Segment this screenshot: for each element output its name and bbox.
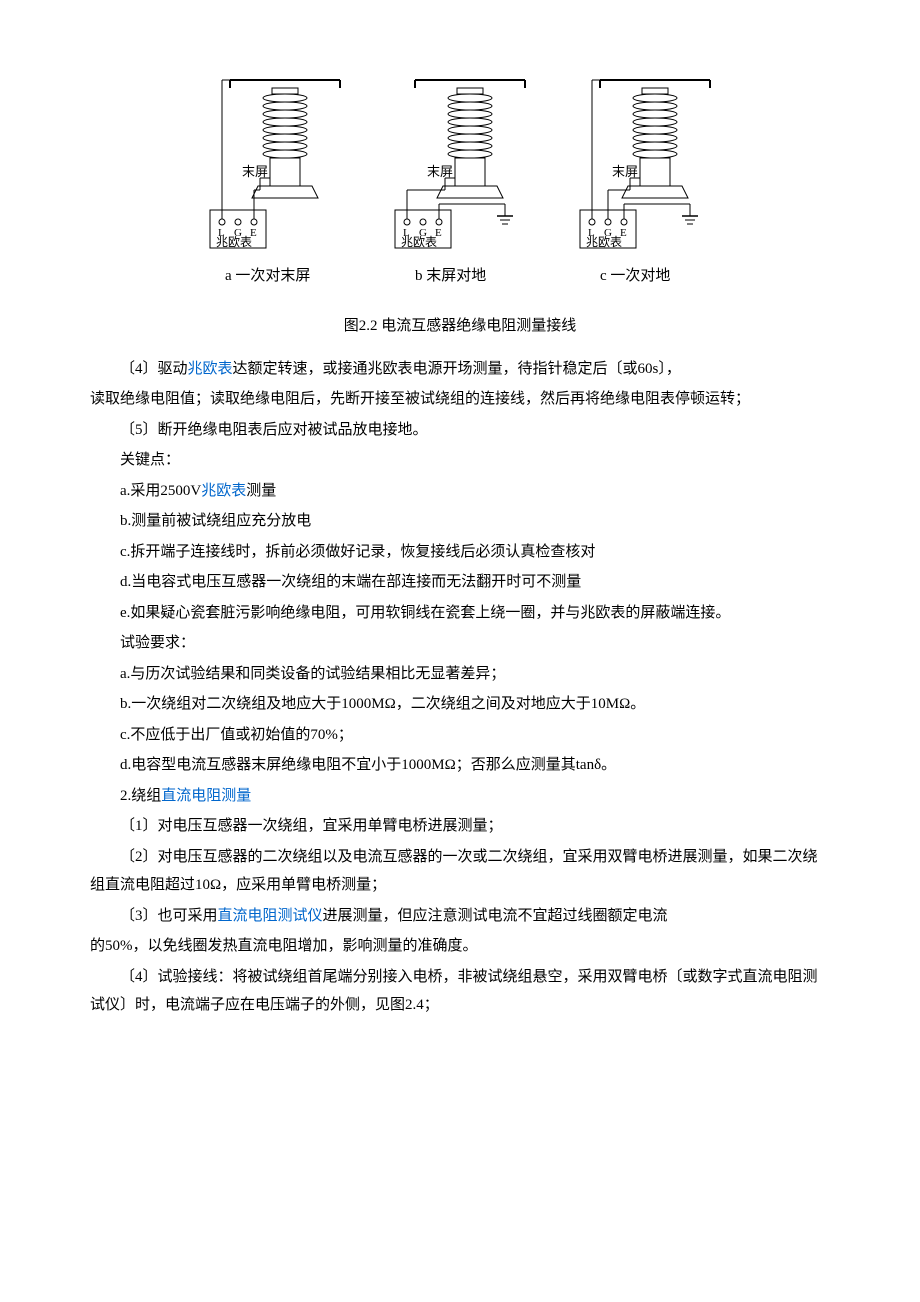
section-2-heading: 2.绕组直流电阻测量: [90, 782, 830, 811]
megohmmeter-link-1[interactable]: 兆欧表: [188, 361, 233, 377]
dc-tester-link[interactable]: 直流电阻测试仪: [218, 908, 323, 924]
meter-name-c: 兆欧表: [586, 235, 622, 249]
figure-caption: 图2.2 电流互感器绝缘电阻测量接线: [90, 312, 830, 341]
keypoint-b: b.测量前被试绕组应充分放电: [90, 507, 830, 536]
wiring-diagram: 末屏 L G E 兆欧表 a 一次对末屏: [180, 60, 740, 300]
meter-name-a: 兆欧表: [216, 235, 252, 249]
terminal-label-a: 末屏: [242, 164, 268, 179]
p4-suffix: 达额定转速，或接通兆欧表电源开场测量，待指针稳定后〔或60s〕，: [233, 361, 681, 377]
requirements-heading: 试验要求：: [90, 629, 830, 658]
megohmmeter-link-2[interactable]: 兆欧表: [201, 483, 246, 499]
step-2-1: 〔1〕对电压互感器一次绕组，宜采用单臂电桥进展测量；: [90, 812, 830, 841]
meter-name-b: 兆欧表: [401, 235, 437, 249]
req-d: d.电容型电流互感器末屏绝缘电阻不宜小于1000MΩ；否那么应测量其tanδ。: [90, 751, 830, 780]
paragraph-4b: 读取绝缘电阻值；读取绝缘电阻后，先断开接至被试绕组的连接线，然后再将绝缘电阻表停…: [90, 385, 830, 414]
sec2-prefix: 2.绕组: [120, 788, 161, 804]
terminal-label-c: 末屏: [612, 164, 638, 179]
sublabel-a: a 一次对末屏: [225, 267, 310, 284]
req-a: a.与历次试验结果和同类设备的试验结果相比无显著差异；: [90, 660, 830, 689]
terminal-label-b: 末屏: [427, 164, 453, 179]
req-c: c.不应低于出厂值或初始值的70%；: [90, 721, 830, 750]
keypoint-e: e.如果疑心瓷套脏污影响绝缘电阻，可用软铜线在瓷套上绕一圈，并与兆欧表的屏蔽端连…: [90, 599, 830, 628]
paragraph-5: 〔5〕断开绝缘电阻表后应对被试品放电接地。: [90, 416, 830, 445]
kp-a-suffix: 测量: [246, 483, 276, 499]
keypoint-d: d.当电容式电压互感器一次绕组的末端在部连接而无法翻开时可不测量: [90, 568, 830, 597]
step-2-3: 〔3〕也可采用直流电阻测试仪进展测量，但应注意测试电流不宜超过线圈额定电流: [90, 902, 830, 931]
step-2-2: 〔2〕对电压互感器的二次绕组以及电流互感器的一次或二次绕组，宜采用双臂电桥进展测…: [90, 843, 830, 900]
s23-suffix: 进展测量，但应注意测试电流不宜超过线圈额定电流: [323, 908, 668, 924]
req-b: b.一次绕组对二次绕组及地应大于1000MΩ，二次绕组之间及对地应大于10MΩ。: [90, 690, 830, 719]
s23-prefix: 〔3〕也可采用: [120, 908, 218, 924]
figure-2-2: 末屏 L G E 兆欧表 a 一次对末屏: [90, 60, 830, 300]
dc-resistance-link[interactable]: 直流电阻测量: [161, 788, 251, 804]
keypoint-c: c.拆开端子连接线时，拆前必须做好记录，恢复接线后必须认真检查核对: [90, 538, 830, 567]
paragraph-4: 〔4〕驱动兆欧表达额定转速，或接通兆欧表电源开场测量，待指针稳定后〔或60s〕，: [90, 355, 830, 384]
sublabel-c: c 一次对地: [600, 267, 670, 284]
step-2-3b: 的50%，以免线圈发热直流电阻增加，影响测量的准确度。: [90, 932, 830, 961]
keypoint-a: a.采用2500V兆欧表测量: [90, 477, 830, 506]
keypoints-heading: 关键点：: [90, 446, 830, 475]
p4-prefix: 〔4〕驱动: [120, 361, 188, 377]
step-2-4: 〔4〕试验接线：将被试绕组首尾端分别接入电桥，非被试绕组悬空，采用双臂电桥〔或数…: [90, 963, 830, 1020]
kp-a-prefix: a.采用2500V: [120, 483, 201, 499]
sublabel-b: b 末屏对地: [415, 267, 486, 284]
